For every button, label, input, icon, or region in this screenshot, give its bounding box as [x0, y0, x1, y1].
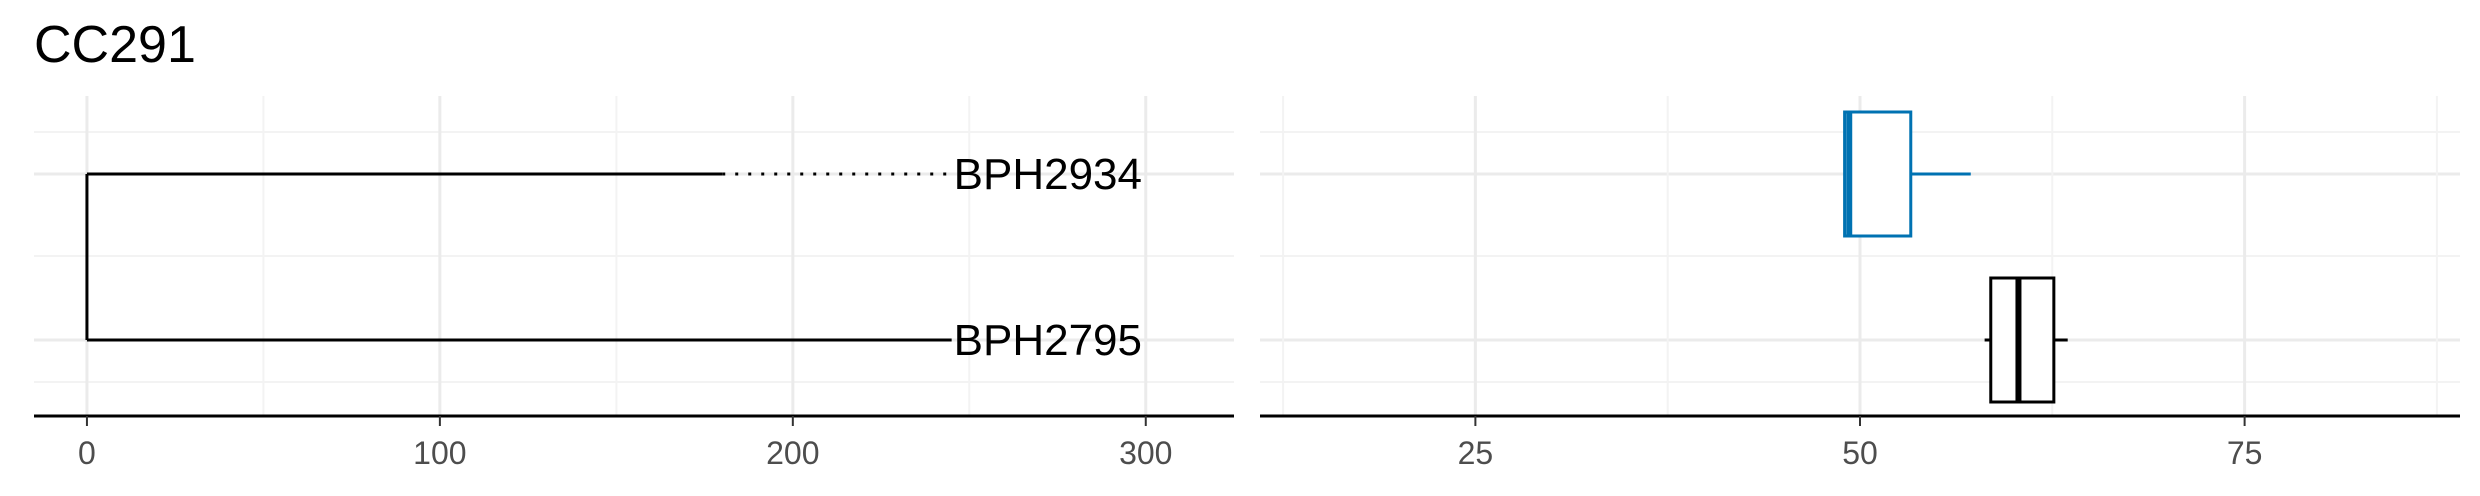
tree-x-axis: 0 100 200 300 — [34, 414, 1234, 471]
tree-axis-tick-label: 200 — [766, 435, 819, 471]
tree-panel: BPH2934 BPH2795 0 100 200 300 — [34, 96, 1234, 471]
tree-axis-tick-label: 0 — [78, 435, 96, 471]
tree-tip-label: BPH2934 — [954, 150, 1142, 199]
chart-title: CC291 — [34, 16, 196, 74]
tree-branches — [85, 172, 952, 342]
tree-tip-label: BPH2795 — [954, 316, 1142, 365]
box-iqr — [1843, 110, 1913, 238]
tree-tips: BPH2934 BPH2795 — [954, 150, 1142, 365]
box-axis-tick-label: 75 — [2227, 435, 2263, 471]
box-axis-tick-label: 50 — [1842, 435, 1878, 471]
box-panel: 25 50 75 — [1260, 96, 2460, 471]
box-marks — [1843, 110, 2068, 404]
box-axis-tick-label: 25 — [1458, 435, 1494, 471]
box-grid — [1260, 96, 2460, 416]
tree-axis-tick-label: 100 — [413, 435, 466, 471]
box-x-axis: 25 50 75 — [1260, 414, 2460, 471]
tree-axis-tick-label: 300 — [1119, 435, 1172, 471]
box-iqr — [1989, 276, 2056, 404]
tree-grid — [34, 96, 1234, 416]
